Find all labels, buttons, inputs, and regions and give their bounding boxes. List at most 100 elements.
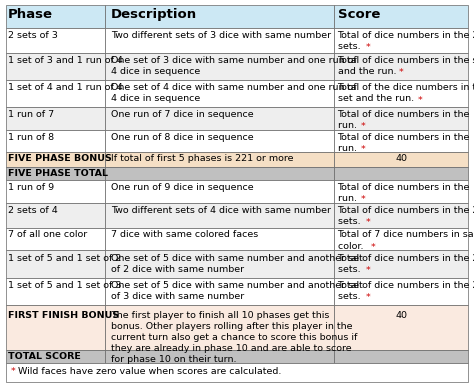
Bar bbox=[105, 28, 334, 53]
Bar bbox=[105, 5, 334, 28]
Text: 1 set of 4 and 1 run of 4: 1 set of 4 and 1 run of 4 bbox=[8, 83, 123, 92]
Text: 1 set of 5 and 1 set of 3: 1 set of 5 and 1 set of 3 bbox=[8, 281, 122, 290]
Text: One set of 5 dice with same number and another set
of 2 dice with same number: One set of 5 dice with same number and a… bbox=[111, 253, 363, 274]
Text: Phase: Phase bbox=[8, 8, 53, 21]
Bar bbox=[334, 180, 468, 203]
Text: *: * bbox=[366, 43, 371, 52]
Text: One set of 4 dice with same number and one run of
4 dice in sequence: One set of 4 dice with same number and o… bbox=[111, 83, 356, 103]
Text: Total of the dice numbers in the
set and the run. *: Total of the dice numbers in the set and… bbox=[337, 83, 474, 103]
Text: 7 of all one color: 7 of all one color bbox=[8, 230, 87, 240]
Text: Total of 7 dice numbers in same
color.: Total of 7 dice numbers in same color. bbox=[337, 230, 474, 251]
Text: 1 set of 3 and 1 run of 4: 1 set of 3 and 1 run of 4 bbox=[8, 56, 123, 65]
Text: Score: Score bbox=[337, 8, 380, 21]
Bar bbox=[105, 53, 334, 80]
Bar bbox=[334, 152, 468, 167]
Bar bbox=[6, 363, 468, 382]
Bar bbox=[6, 167, 105, 180]
Text: Total of dice numbers in the
run. *: Total of dice numbers in the run. * bbox=[337, 110, 470, 130]
Bar bbox=[105, 167, 334, 180]
Text: Total of dice numbers in the
run.: Total of dice numbers in the run. bbox=[337, 183, 470, 203]
Bar bbox=[334, 250, 468, 278]
Text: Total of 7 dice numbers in same
color. *: Total of 7 dice numbers in same color. * bbox=[337, 230, 474, 251]
Text: Total of dice numbers in the
run. *: Total of dice numbers in the run. * bbox=[337, 183, 470, 203]
Text: Total of dice numbers in the
run.: Total of dice numbers in the run. bbox=[337, 110, 470, 130]
Text: One set of 3 dice with same number and one run of
4 dice in sequence: One set of 3 dice with same number and o… bbox=[111, 56, 356, 76]
Text: *: * bbox=[361, 145, 366, 154]
Text: 40: 40 bbox=[395, 311, 407, 319]
Bar bbox=[105, 180, 334, 203]
Bar bbox=[105, 350, 334, 363]
Bar bbox=[334, 130, 468, 152]
Text: One run of 7 dice in sequence: One run of 7 dice in sequence bbox=[111, 110, 254, 119]
Bar bbox=[334, 108, 468, 130]
Bar bbox=[334, 228, 468, 250]
Bar bbox=[6, 250, 105, 278]
Bar bbox=[105, 305, 334, 350]
Text: FIVE PHASE BONUS: FIVE PHASE BONUS bbox=[8, 154, 112, 163]
Bar bbox=[6, 130, 105, 152]
Text: 1 run of 7: 1 run of 7 bbox=[8, 110, 55, 119]
Text: Total of the dice numbers in the
set and the run.: Total of the dice numbers in the set and… bbox=[337, 83, 474, 103]
Bar bbox=[334, 53, 468, 80]
Text: 1 set of 5 and 1 set of 2: 1 set of 5 and 1 set of 2 bbox=[8, 253, 121, 263]
Text: One run of 9 dice in sequence: One run of 9 dice in sequence bbox=[111, 183, 254, 192]
Bar bbox=[334, 350, 468, 363]
Bar bbox=[334, 203, 468, 228]
Text: Two different sets of 4 dice with same number: Two different sets of 4 dice with same n… bbox=[111, 206, 331, 215]
Bar bbox=[6, 108, 105, 130]
Text: Total of dice numbers in the 2
sets.: Total of dice numbers in the 2 sets. bbox=[337, 31, 474, 51]
Text: *: * bbox=[361, 195, 366, 204]
Text: Total of dice numbers in the 2
sets. *: Total of dice numbers in the 2 sets. * bbox=[337, 253, 474, 274]
Text: *: * bbox=[366, 293, 371, 302]
Text: Two different sets of 3 dice with same number: Two different sets of 3 dice with same n… bbox=[111, 31, 331, 40]
Bar bbox=[334, 278, 468, 305]
Bar bbox=[6, 53, 105, 80]
Text: If total of first 5 phases is 221 or more: If total of first 5 phases is 221 or mor… bbox=[111, 154, 293, 163]
Text: One run of 8 dice in sequence: One run of 8 dice in sequence bbox=[111, 132, 254, 142]
Bar bbox=[6, 305, 105, 350]
Bar bbox=[334, 167, 468, 180]
Bar bbox=[334, 305, 468, 350]
Bar bbox=[334, 5, 468, 28]
Text: *: * bbox=[418, 96, 422, 104]
Text: *: * bbox=[399, 68, 404, 77]
Bar bbox=[334, 80, 468, 108]
Text: Total of dice numbers in the 2
sets.: Total of dice numbers in the 2 sets. bbox=[337, 253, 474, 274]
Text: 2 sets of 3: 2 sets of 3 bbox=[8, 31, 58, 40]
Bar bbox=[105, 250, 334, 278]
Bar bbox=[105, 130, 334, 152]
Bar bbox=[105, 152, 334, 167]
Text: 7 dice with same colored faces: 7 dice with same colored faces bbox=[111, 230, 258, 240]
Text: Total of dice numbers in the
run. *: Total of dice numbers in the run. * bbox=[337, 132, 470, 153]
Bar bbox=[105, 228, 334, 250]
Bar bbox=[6, 5, 105, 28]
Text: Total of dice numbers in the 2
sets.: Total of dice numbers in the 2 sets. bbox=[337, 206, 474, 226]
Text: *: * bbox=[366, 266, 371, 275]
Text: Total of dice numbers in the
run.: Total of dice numbers in the run. bbox=[337, 132, 470, 153]
Bar bbox=[6, 28, 105, 53]
Text: 1 run of 9: 1 run of 9 bbox=[8, 183, 55, 192]
Text: 2 sets of 4: 2 sets of 4 bbox=[8, 206, 58, 215]
Bar bbox=[105, 80, 334, 108]
Bar bbox=[105, 203, 334, 228]
Bar bbox=[6, 203, 105, 228]
Text: TOTAL SCORE: TOTAL SCORE bbox=[8, 352, 81, 361]
Text: 1 run of 8: 1 run of 8 bbox=[8, 132, 55, 142]
Text: *: * bbox=[361, 122, 366, 131]
Bar bbox=[6, 80, 105, 108]
Text: 40: 40 bbox=[395, 154, 407, 163]
Text: One set of 5 dice with same number and another set
of 3 dice with same number: One set of 5 dice with same number and a… bbox=[111, 281, 363, 301]
Text: FIRST FINISH BONUS: FIRST FINISH BONUS bbox=[8, 311, 119, 319]
Text: Total of dice numbers in the 2
sets.: Total of dice numbers in the 2 sets. bbox=[337, 281, 474, 301]
Text: *: * bbox=[366, 218, 371, 227]
Bar bbox=[6, 350, 105, 363]
Bar bbox=[6, 278, 105, 305]
Text: Total of dice numbers in the set
and the run.: Total of dice numbers in the set and the… bbox=[337, 56, 474, 76]
Bar bbox=[6, 152, 105, 167]
Text: Wild faces have zero value when scores are calculated.: Wild faces have zero value when scores a… bbox=[15, 366, 281, 376]
Text: FIVE PHASE TOTAL: FIVE PHASE TOTAL bbox=[8, 169, 108, 178]
Bar bbox=[105, 108, 334, 130]
Text: Total of dice numbers in the set
and the run. *: Total of dice numbers in the set and the… bbox=[337, 56, 474, 76]
Text: *: * bbox=[10, 366, 15, 376]
Text: Description: Description bbox=[111, 8, 197, 21]
